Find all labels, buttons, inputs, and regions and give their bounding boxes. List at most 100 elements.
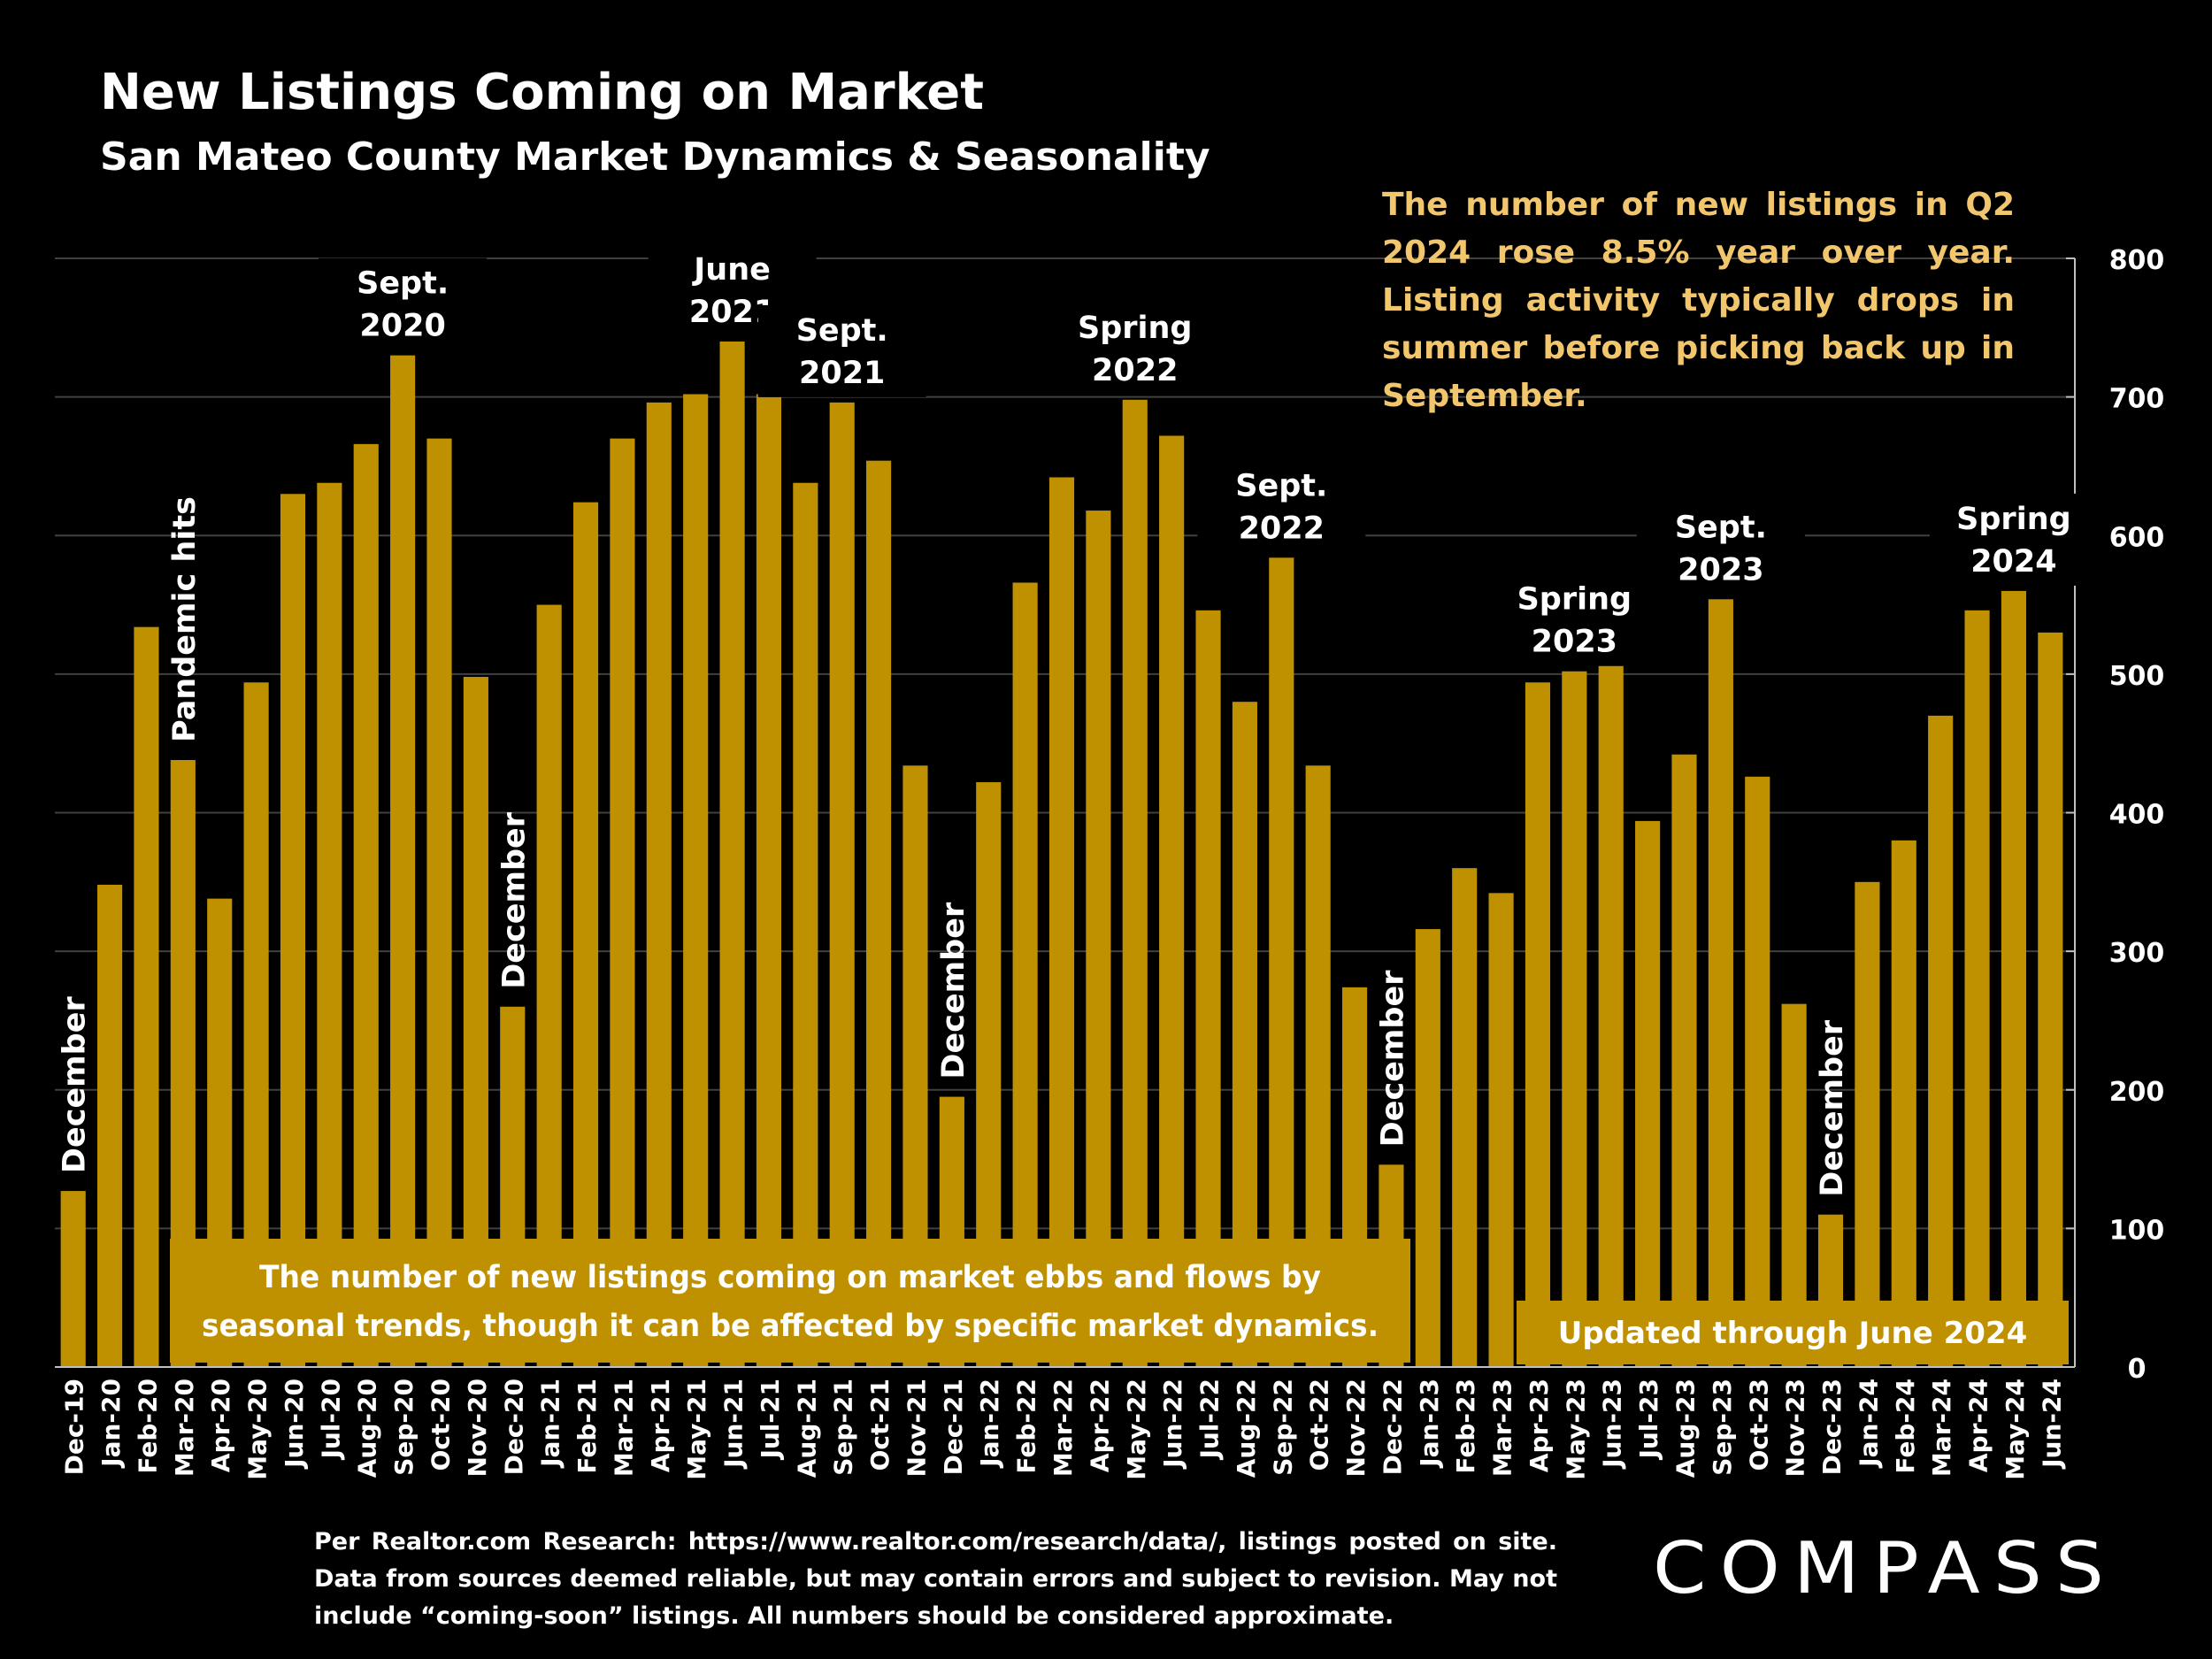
- annotation-label: December: [936, 902, 972, 1079]
- bar-Jul-21: [756, 394, 782, 1368]
- bar-Jun-21: [719, 341, 745, 1368]
- callout-box-updated: [1517, 1301, 2069, 1364]
- callout-text: seasonal trends, though it can be affect…: [202, 1309, 1379, 1344]
- x-tick-label: Nov-22: [1341, 1379, 1371, 1478]
- y-tick-label: 800: [2109, 245, 2165, 276]
- annotation-label: 2020: [359, 309, 445, 344]
- bar-May-24: [2001, 590, 2026, 1367]
- source-footnote: Per Realtor.com Research: https://www.re…: [314, 1528, 1557, 1630]
- x-tick-label: May-22: [1122, 1379, 1151, 1480]
- bar-May-21: [683, 394, 709, 1368]
- bar-Oct-20: [426, 438, 452, 1367]
- x-tick-label: Dec-21: [939, 1379, 968, 1475]
- x-tick-label: Apr-20: [206, 1379, 235, 1472]
- annotation-label: December: [1815, 1019, 1850, 1197]
- annotation-label: June: [692, 252, 771, 288]
- annotation-label: Sept.: [357, 266, 449, 302]
- x-tick-label: Dec-20: [499, 1379, 528, 1475]
- y-axis: 0 100 200 300 400 500 600 700 800: [55, 245, 2164, 1385]
- x-tick-label: Oct-20: [426, 1379, 456, 1471]
- x-tick-label: May-21: [682, 1379, 711, 1480]
- bar-Jun-22: [1159, 435, 1185, 1368]
- x-tick-label: Feb-21: [572, 1379, 602, 1474]
- bar-Jun-23: [1598, 657, 1624, 1367]
- x-tick-label: Feb-24: [1891, 1379, 1920, 1474]
- x-tick-label: Sep-22: [1268, 1379, 1297, 1476]
- x-tick-label: Apr-24: [1964, 1379, 1993, 1472]
- x-tick-label: Jun-21: [719, 1379, 749, 1470]
- x-tick-label: May-20: [243, 1379, 273, 1480]
- x-tick-label: Jan-20: [96, 1379, 126, 1469]
- annotation-backing: [1929, 493, 2098, 586]
- annotation-label: Spring: [1517, 582, 1632, 618]
- annotation-label: 2021: [799, 356, 885, 391]
- annotation-backing: [1197, 460, 1366, 553]
- bar-Apr-23: [1525, 682, 1551, 1367]
- x-tick-label: Mar-21: [609, 1379, 638, 1477]
- bar-Jul-20: [317, 482, 342, 1367]
- bar-Oct-21: [866, 460, 892, 1367]
- annotation-backing: [1490, 573, 1659, 666]
- x-tick-label: Feb-23: [1451, 1379, 1480, 1474]
- compass-logo-text: COMPASS: [1653, 1527, 2117, 1606]
- annotation-label: December: [58, 996, 93, 1174]
- annotation-label: Sept.: [1235, 468, 1327, 503]
- x-tick-label: Nov-21: [902, 1379, 931, 1478]
- annotation-label: 2023: [1532, 625, 1617, 660]
- x-tick-label: Dec-23: [1817, 1379, 1847, 1475]
- x-tick-label: Feb-20: [133, 1379, 162, 1474]
- bar-Dec-19: [60, 1191, 86, 1367]
- x-tick-label: Aug-22: [1232, 1379, 1261, 1478]
- annotation-label: Sept.: [1675, 510, 1767, 545]
- x-tick-label: Dec-22: [1378, 1379, 1407, 1475]
- x-tick-label: Jan-23: [1415, 1379, 1444, 1469]
- x-tick-label: Dec-19: [60, 1379, 89, 1475]
- annotation-label: Pandemic hits: [167, 496, 203, 742]
- bar-Mar-24: [1928, 715, 1954, 1367]
- x-tick-label: Jun-23: [1598, 1379, 1627, 1470]
- annotation-label: 2022: [1092, 353, 1178, 388]
- x-tick-label: May-23: [1561, 1379, 1590, 1480]
- annotation-label: Spring: [1956, 502, 2071, 537]
- x-tick-label: May-24: [2001, 1379, 2030, 1480]
- x-tick-label: Apr-22: [1085, 1379, 1114, 1472]
- bar-Aug-23: [1671, 754, 1697, 1367]
- y-tick-label: 100: [2109, 1215, 2165, 1246]
- bar-Sep-21: [829, 402, 855, 1367]
- x-tick-label: Apr-21: [646, 1379, 675, 1472]
- y-tick-label: 400: [2109, 800, 2165, 831]
- annotation-label: December: [1375, 970, 1410, 1148]
- y-tick-label: 0: [2128, 1354, 2147, 1385]
- annotation-backing: [757, 304, 926, 397]
- x-tick-label: Jan-22: [975, 1379, 1004, 1469]
- bar-Jun-24: [2038, 632, 2063, 1367]
- annotation-label: 2024: [1970, 544, 2056, 580]
- bar-Sep-23: [1708, 599, 1733, 1367]
- x-tick-label: Jan-21: [536, 1379, 565, 1469]
- page-title: New Listings Coming on Market: [100, 64, 985, 121]
- y-tick-label: 500: [2109, 661, 2165, 692]
- compass-logo: COMPASS: [1653, 1527, 2117, 1606]
- bar-Feb-23: [1452, 868, 1478, 1367]
- bar-Feb-21: [572, 502, 599, 1367]
- y-tick-label: 700: [2109, 384, 2165, 415]
- bar-Feb-20: [134, 626, 159, 1367]
- bar-Aug-20: [353, 443, 379, 1368]
- x-tick-label: Nov-20: [463, 1379, 492, 1478]
- x-tick-label: Aug-20: [353, 1379, 382, 1478]
- y-tick-label: 600: [2109, 522, 2165, 553]
- page-subtitle: San Mateo County Market Dynamics & Seaso…: [100, 134, 1210, 180]
- bar-Feb-22: [1012, 582, 1038, 1367]
- x-tick-label: Jun-22: [1158, 1379, 1187, 1470]
- bar-May-22: [1122, 399, 1148, 1367]
- x-axis-labels: Dec-19 Jan-20 Feb-20 Mar-20 Apr-20 May-20 Jun-…: [60, 1379, 2067, 1480]
- bar-Jun-20: [280, 494, 306, 1367]
- bar-Jan-24: [1855, 881, 1880, 1367]
- bar-Sep-20: [390, 355, 416, 1368]
- callouts: The number of new listings coming on mar…: [170, 1239, 2069, 1364]
- x-tick-label: Sep-23: [1708, 1379, 1737, 1476]
- callout-text: The number of new listings coming on mar…: [259, 1260, 1321, 1295]
- callout-text: Updated through June 2024: [1558, 1316, 2027, 1351]
- annotation-label: 2023: [1678, 552, 1763, 588]
